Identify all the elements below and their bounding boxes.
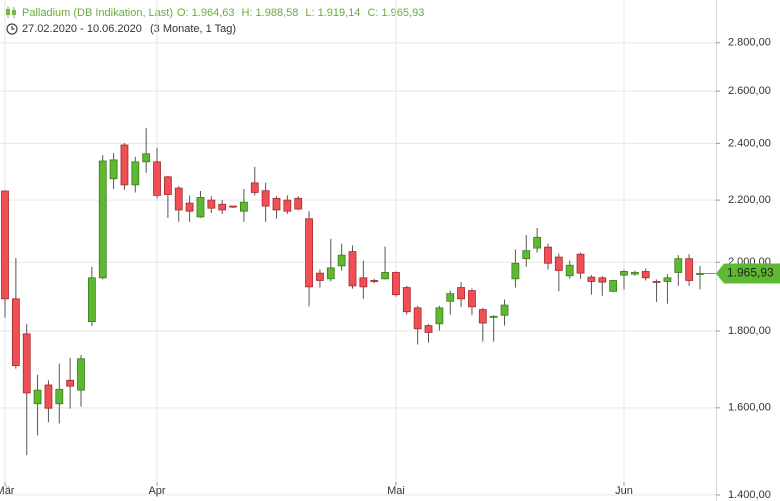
candle-body xyxy=(641,271,650,279)
candle-body xyxy=(533,236,542,249)
candle-body xyxy=(402,287,411,313)
candle-body xyxy=(66,379,75,387)
candle-body xyxy=(630,272,639,275)
candle-body xyxy=(370,280,379,282)
candle-body xyxy=(652,281,661,283)
candle-body xyxy=(554,256,563,271)
candle-body xyxy=(478,309,487,324)
x-tick-label: Mai xyxy=(387,485,405,497)
x-tick-label: Apr xyxy=(148,485,165,497)
candle-body xyxy=(674,258,683,273)
quote-label: O: 1.964,63 xyxy=(177,7,235,19)
candle-body xyxy=(11,298,20,367)
candle-body xyxy=(131,161,140,186)
candle-body xyxy=(424,325,433,333)
candle-body xyxy=(413,307,422,330)
candle-body xyxy=(174,187,183,211)
candle-body xyxy=(446,293,455,302)
candle-body xyxy=(348,251,357,287)
candle-body xyxy=(500,304,509,316)
candle-body xyxy=(620,271,628,276)
last-price-tag xyxy=(716,263,780,284)
candle-body xyxy=(511,262,520,280)
candle-body xyxy=(294,197,303,210)
candle-body xyxy=(22,333,31,394)
candle-body xyxy=(250,182,259,193)
candle-body xyxy=(153,161,161,196)
candle-body xyxy=(392,272,400,296)
quote-label: H: 1.988,58 xyxy=(242,7,299,19)
candle-body xyxy=(261,190,270,207)
x-tick-label: Mär xyxy=(0,485,15,497)
candle-body xyxy=(696,273,704,275)
candle-body xyxy=(142,153,151,163)
candle-body xyxy=(576,253,585,274)
candle-body xyxy=(163,176,172,195)
candle-body xyxy=(196,197,205,218)
candle-body xyxy=(326,267,335,280)
candle-body xyxy=(435,307,444,325)
y-tick-label: 2.400,00 xyxy=(728,137,771,149)
y-tick-label: 2.800,00 xyxy=(728,37,771,49)
candle-body xyxy=(240,201,248,212)
y-tick-label: 1.800,00 xyxy=(728,325,771,337)
candle-body xyxy=(609,280,618,292)
candle-body xyxy=(305,218,313,288)
candle-body xyxy=(207,199,216,209)
candle-body xyxy=(359,277,368,288)
y-tick-label: 1.600,00 xyxy=(728,402,771,414)
candle-body xyxy=(685,258,694,281)
candle-body xyxy=(55,388,64,405)
candle-body xyxy=(489,315,498,318)
candle-body xyxy=(218,203,227,211)
candle-body xyxy=(381,272,389,280)
x-tick-label: Jun xyxy=(615,485,633,497)
candle-body xyxy=(109,159,118,180)
candle-body xyxy=(77,358,85,391)
last-price-label: 1.965,93 xyxy=(727,266,774,280)
chart-title: Palladium (DB Indikation, Last) xyxy=(22,7,173,19)
candle-body xyxy=(598,277,607,283)
clock-icon xyxy=(6,23,18,35)
candle-body xyxy=(33,389,42,405)
quote-label: L: 1.919,14 xyxy=(305,7,360,19)
chart-type-icon xyxy=(6,6,16,18)
candle-body xyxy=(87,277,96,323)
candle-body xyxy=(663,277,672,282)
candle-body xyxy=(457,287,465,300)
y-tick-label: 2.200,00 xyxy=(728,194,771,206)
y-tick-label: 1.400,00 xyxy=(728,489,771,501)
candle-body xyxy=(565,264,574,277)
date-range: 27.02.2020 - 10.06.2020 xyxy=(22,23,142,35)
candle-body xyxy=(522,250,531,260)
candle-body xyxy=(98,160,107,279)
candle-body xyxy=(468,290,476,308)
candle-body xyxy=(337,254,346,267)
candle-body xyxy=(44,384,53,409)
y-tick-label: 2.600,00 xyxy=(728,85,771,97)
candle-body xyxy=(120,144,129,186)
candle-body xyxy=(544,246,552,264)
period: (3 Monate, 1 Tag) xyxy=(150,23,236,35)
candle-body xyxy=(316,272,324,281)
candle-body xyxy=(185,202,194,212)
candle-body xyxy=(229,205,237,208)
candle-body xyxy=(272,197,281,211)
candle-body xyxy=(1,190,9,300)
candle-body xyxy=(587,276,596,282)
candle-body xyxy=(283,199,292,212)
